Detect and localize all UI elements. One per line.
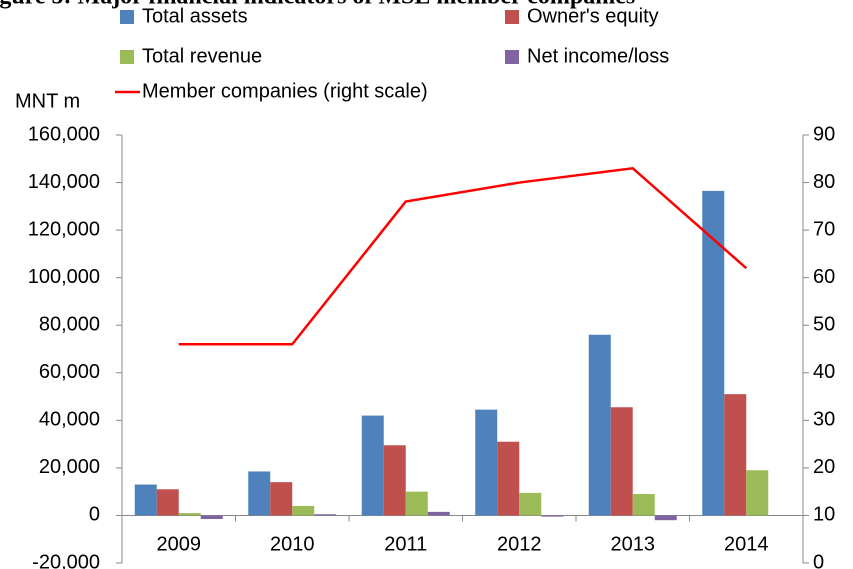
y2-tick-label: 30 bbox=[813, 409, 835, 431]
y2-tick-label: 50 bbox=[813, 314, 835, 336]
y2-tick-label: 10 bbox=[813, 504, 835, 526]
bar bbox=[270, 482, 293, 516]
legend-label: Member companies (right scale) bbox=[142, 80, 428, 102]
legend-label: Total revenue bbox=[142, 45, 262, 67]
chart-title: Figure 5: Major financial indicators of … bbox=[0, 0, 635, 10]
y-tick-label: 120,000 bbox=[28, 218, 100, 240]
y2-tick-label: 80 bbox=[813, 171, 835, 193]
bar bbox=[519, 492, 542, 516]
y-tick-label: 0 bbox=[89, 504, 100, 526]
legend-swatch bbox=[120, 50, 134, 64]
bar bbox=[361, 415, 384, 516]
y2-tick-label: 60 bbox=[813, 266, 835, 288]
legend-label: Net income/loss bbox=[527, 45, 669, 67]
y-tick-label: 40,000 bbox=[39, 409, 100, 431]
y-axis-label: MNT m bbox=[15, 90, 80, 112]
y-tick-label: -20,000 bbox=[32, 551, 100, 569]
y2-tick-label: 90 bbox=[813, 123, 835, 145]
bar bbox=[427, 511, 450, 516]
bar bbox=[475, 409, 498, 516]
bar bbox=[156, 489, 179, 516]
bar bbox=[746, 470, 769, 516]
y2-tick-label: 40 bbox=[813, 361, 835, 383]
y2-tick-label: 70 bbox=[813, 218, 835, 240]
x-tick-label: 2009 bbox=[157, 533, 202, 555]
y2-tick-label: 20 bbox=[813, 456, 835, 478]
y-tick-label: 20,000 bbox=[39, 456, 100, 478]
y-tick-label: 140,000 bbox=[28, 171, 100, 193]
bar bbox=[702, 190, 725, 516]
y-tick-label: 60,000 bbox=[39, 361, 100, 383]
bar bbox=[134, 484, 157, 516]
bar bbox=[292, 505, 315, 516]
bar bbox=[610, 407, 633, 516]
bar bbox=[200, 515, 223, 520]
bar bbox=[497, 441, 520, 516]
x-tick-label: 2012 bbox=[497, 533, 542, 555]
bar bbox=[632, 494, 655, 516]
bar bbox=[541, 515, 564, 517]
legend-label: Total assets bbox=[142, 5, 248, 27]
bar bbox=[383, 445, 406, 516]
x-tick-label: 2011 bbox=[384, 533, 427, 555]
bar bbox=[178, 513, 201, 516]
y-tick-label: 100,000 bbox=[28, 266, 100, 288]
x-tick-label: 2013 bbox=[611, 533, 656, 555]
legend-swatch bbox=[505, 50, 519, 64]
x-tick-label: 2014 bbox=[724, 533, 769, 555]
legend-swatch bbox=[505, 10, 519, 24]
y-tick-label: 80,000 bbox=[39, 314, 100, 336]
bar bbox=[724, 394, 747, 516]
y-tick-label: 160,000 bbox=[28, 123, 100, 145]
legend-swatch bbox=[120, 10, 134, 24]
legend-label: Owner's equity bbox=[527, 5, 659, 27]
y2-tick-label: 0 bbox=[813, 551, 824, 569]
bar bbox=[588, 334, 611, 516]
x-tick-label: 2010 bbox=[270, 533, 315, 555]
bar bbox=[314, 514, 337, 516]
bar bbox=[405, 491, 428, 516]
bar bbox=[248, 471, 271, 516]
bar bbox=[654, 515, 677, 521]
line-series bbox=[178, 166, 748, 346]
